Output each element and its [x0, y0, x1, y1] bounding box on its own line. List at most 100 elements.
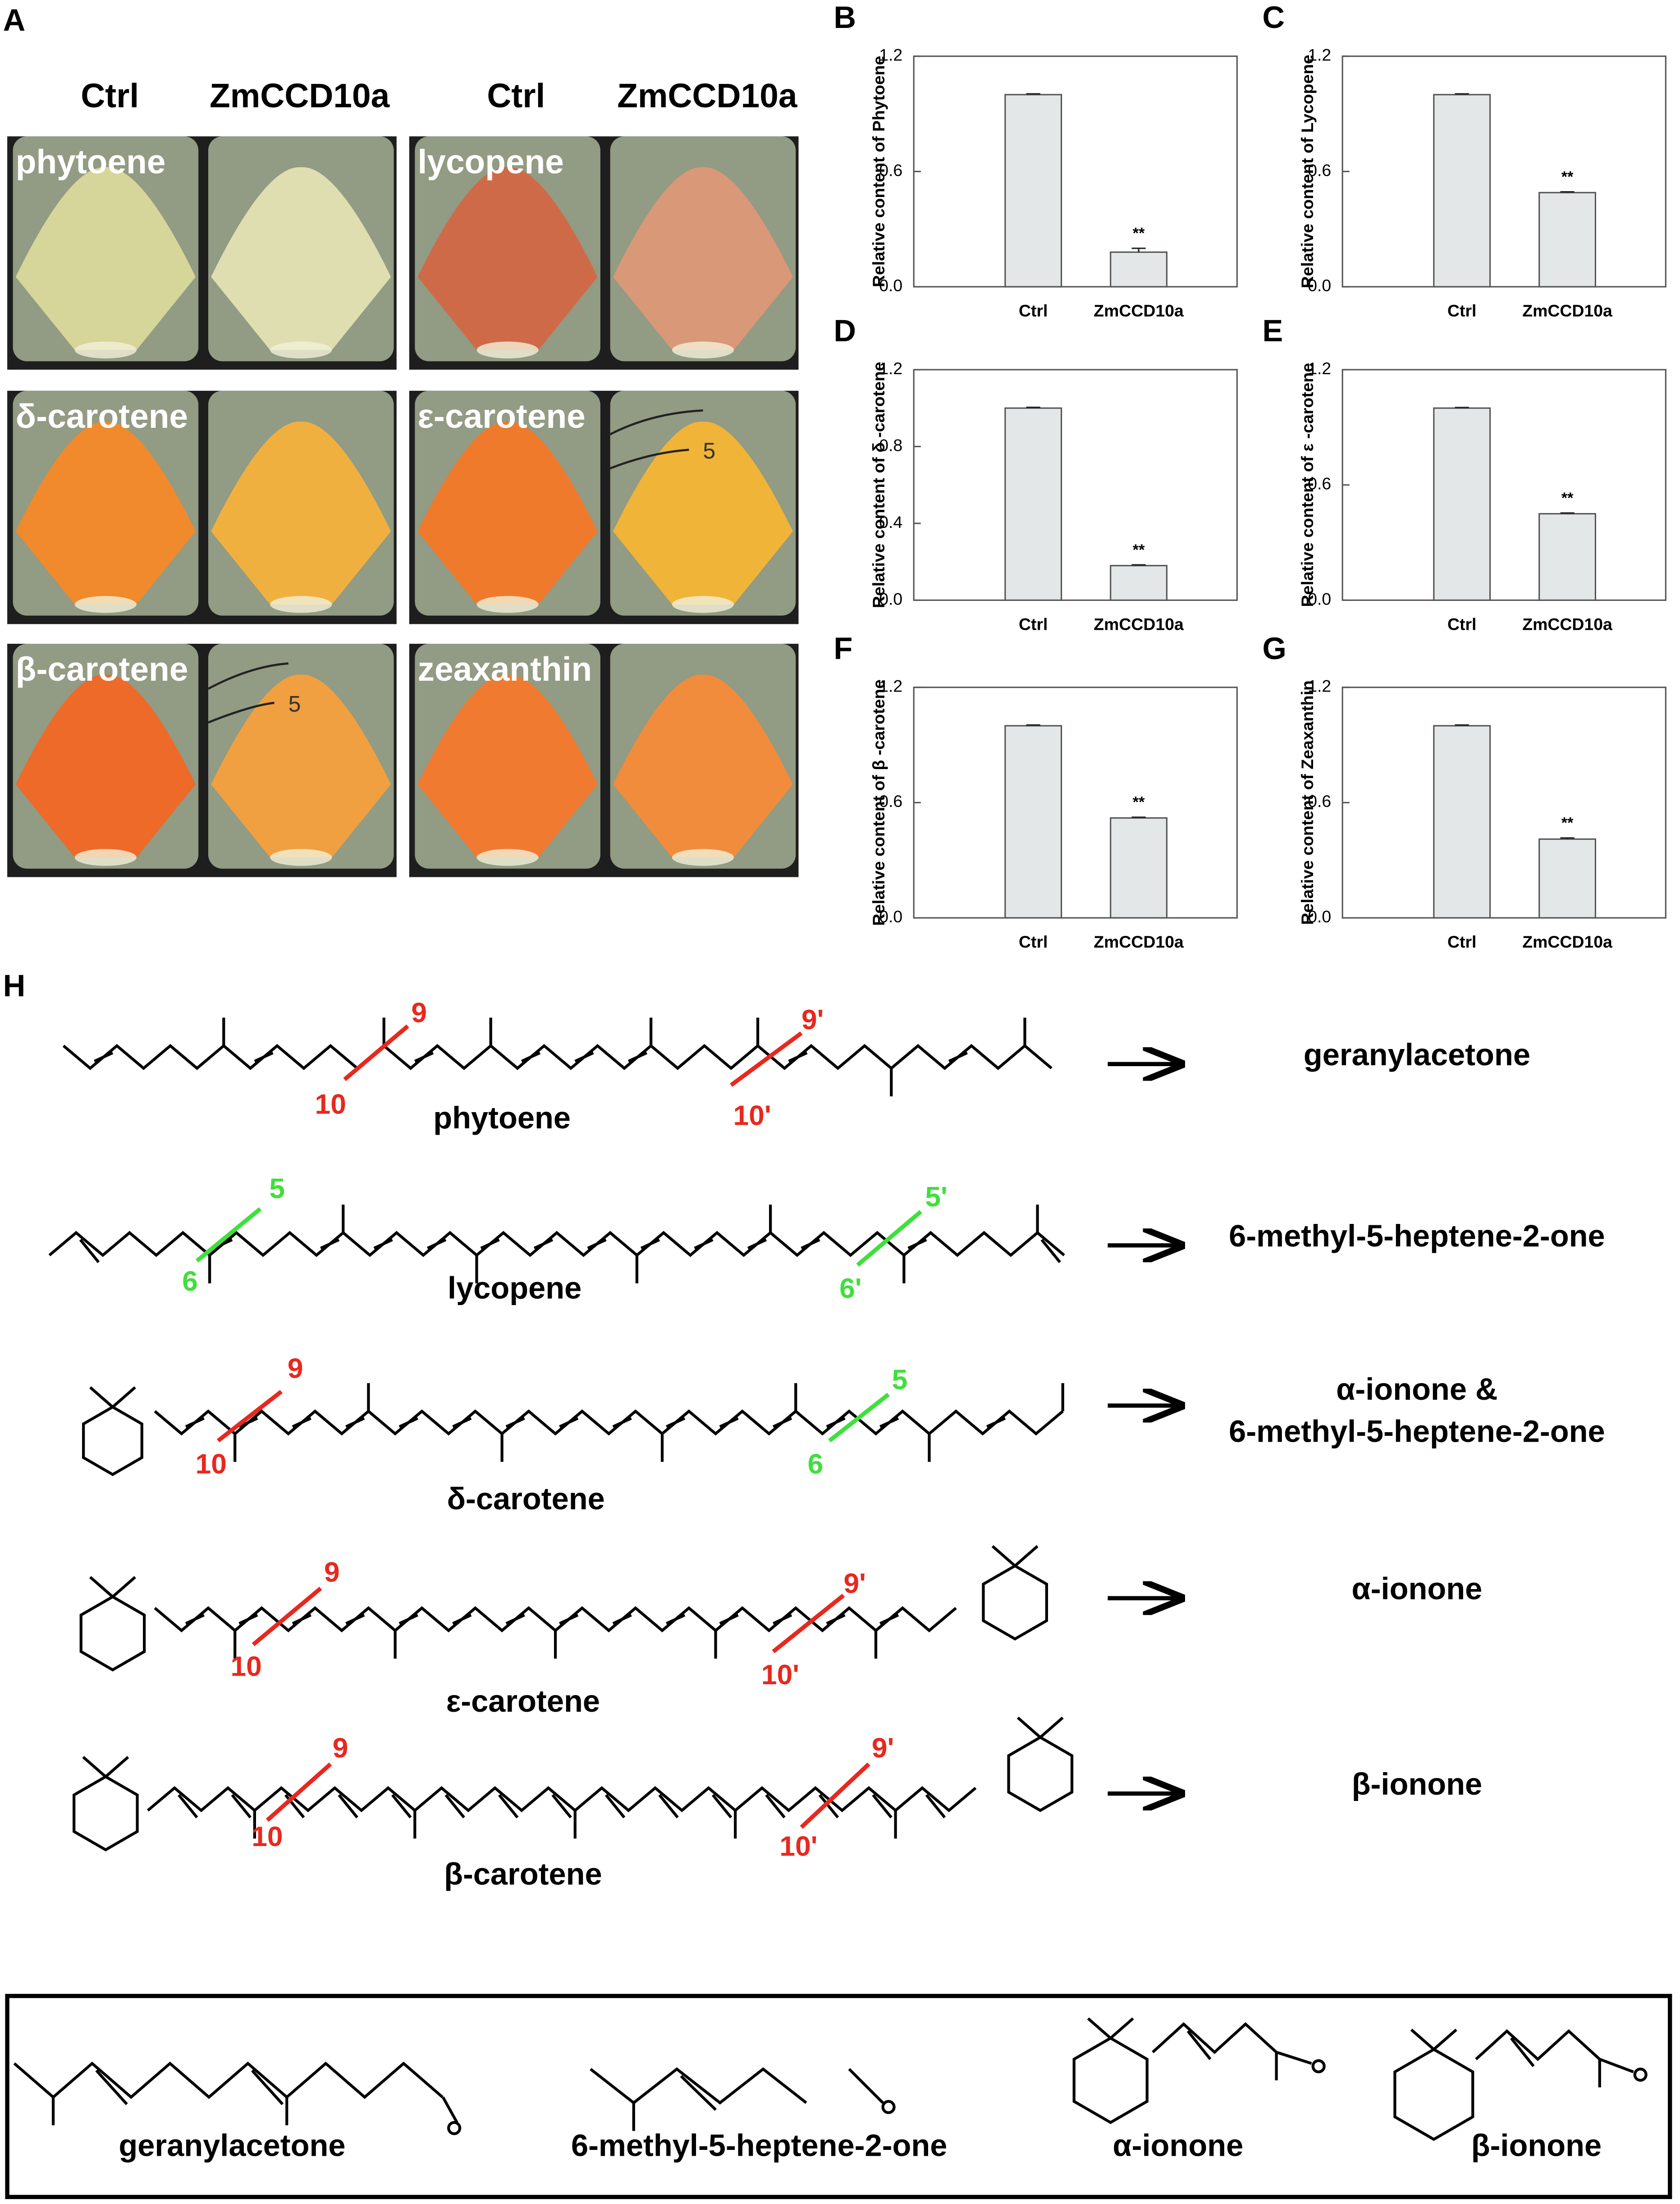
y-tick-label: 0.6: [1308, 792, 1331, 811]
double-bond: [414, 1051, 434, 1063]
cleavage-label: 6: [808, 1449, 824, 1480]
bar: [1433, 407, 1491, 601]
double-bond: [338, 1794, 358, 1819]
y-tick-label: 0.0: [1308, 589, 1331, 608]
x-tick-label: ZmCCD10a: [1522, 932, 1613, 951]
tube-content: [613, 674, 793, 857]
tube-label: phytoene: [16, 143, 166, 181]
double-bond: [1186, 2030, 1212, 2060]
cleavage-label: 9: [288, 1353, 303, 1384]
y-axis-label: Relative content of β -carotene: [869, 679, 888, 926]
tube-content: [417, 422, 598, 605]
tube-label: δ-carotene: [16, 397, 188, 435]
double-bond: [694, 1238, 714, 1250]
compound-name: α-ionone: [1113, 2128, 1244, 2163]
tube-label: zeaxanthin: [418, 650, 592, 688]
oxygen: [881, 2100, 896, 2114]
double-bond: [178, 1794, 198, 1819]
bar: [1110, 565, 1167, 601]
y-tick-label: 0.6: [1308, 474, 1331, 493]
ring: [1007, 1736, 1074, 1812]
x-tick-label: Ctrl: [1019, 614, 1048, 633]
double-bond: [79, 1239, 100, 1263]
bar: [1433, 725, 1491, 919]
methyl: [1109, 2017, 1134, 2039]
tube-tip: [270, 341, 332, 359]
methyl: [1410, 2029, 1435, 2051]
tube-label: β-carotene: [16, 650, 188, 688]
significance: **: [1561, 815, 1574, 832]
column-header: ZmCCD10a: [210, 77, 390, 115]
bond-chain: [1475, 2029, 1601, 2062]
product-name: α-ionone &: [1336, 1372, 1497, 1407]
double-bond: [612, 1613, 632, 1625]
cleavage-label: 10': [733, 1100, 771, 1131]
double-bond: [505, 1613, 525, 1625]
tube-mark: 5: [288, 691, 301, 716]
x-tick-label: Ctrl: [1019, 301, 1048, 320]
tube-tip: [672, 596, 734, 613]
tube-tip: [74, 849, 137, 866]
cleavage-label: 5: [269, 1173, 285, 1204]
oxygen: [1633, 2067, 1648, 2082]
product-name: geranylacetone: [1304, 1037, 1530, 1072]
double-bond: [826, 1613, 846, 1625]
oxygen: [1311, 2059, 1326, 2074]
double-bond: [559, 1417, 579, 1428]
y-tick-label: 1.2: [1308, 359, 1331, 378]
cleavage-label: 10: [315, 1089, 346, 1120]
methyl: [89, 1576, 114, 1598]
cleavage-label: 9: [324, 1557, 340, 1588]
y-tick-label: 0.0: [1308, 907, 1331, 926]
double-bond: [251, 2069, 284, 2105]
double-bond: [680, 2075, 717, 2111]
y-tick-label: 0.0: [879, 907, 902, 926]
double-bond: [345, 1417, 365, 1428]
significance: **: [1561, 490, 1574, 507]
pen-mark: [607, 409, 703, 437]
double-bond: [1510, 2037, 1535, 2067]
double-bond: [604, 1794, 626, 1819]
y-tick-label: 0.6: [879, 160, 902, 179]
double-bond: [452, 1613, 472, 1625]
double-bond: [612, 1417, 632, 1428]
significance: **: [1133, 541, 1145, 559]
double-bond: [948, 1051, 968, 1063]
column-header: Ctrl: [81, 77, 139, 115]
tube-mark: 5: [703, 438, 715, 463]
methyl: [991, 1545, 1016, 1567]
tube-tip: [672, 341, 734, 359]
double-bond: [452, 1417, 472, 1428]
cleavage-label: 10: [196, 1449, 227, 1480]
y-axis-label: Relative content of δ -carotene: [869, 362, 888, 608]
y-tick-label: 0.0: [879, 589, 902, 608]
oxygen: [447, 2121, 462, 2135]
carbonyl: [1276, 2051, 1312, 2065]
carbonyl: [441, 2096, 458, 2123]
ring: [982, 1564, 1048, 1641]
double-bond: [427, 1238, 447, 1250]
tube-content: [417, 674, 598, 857]
ring: [73, 1775, 139, 1851]
double-bond: [587, 1238, 607, 1250]
significance: **: [1133, 794, 1145, 811]
panel-label: F: [833, 631, 852, 666]
double-bond: [826, 1417, 846, 1428]
x-tick-label: Ctrl: [1019, 932, 1048, 951]
panel-label: G: [1262, 631, 1286, 666]
product-name: α-ionone: [1352, 1572, 1483, 1606]
double-bond: [505, 1417, 525, 1428]
tube-tip: [476, 341, 539, 359]
bar: [1538, 513, 1596, 601]
cleavage-site: [252, 1586, 322, 1646]
x-tick-label: ZmCCD10a: [1522, 301, 1613, 320]
bar: [1004, 94, 1062, 288]
double-bond: [185, 1613, 205, 1625]
pen-mark: [208, 701, 275, 724]
double-bond: [292, 1417, 311, 1428]
cleavage-label: 9': [801, 1004, 824, 1036]
cleavage-label: 5': [925, 1182, 947, 1213]
y-tick-label: 0.0: [879, 276, 902, 295]
bond-chain: [146, 1786, 977, 1813]
